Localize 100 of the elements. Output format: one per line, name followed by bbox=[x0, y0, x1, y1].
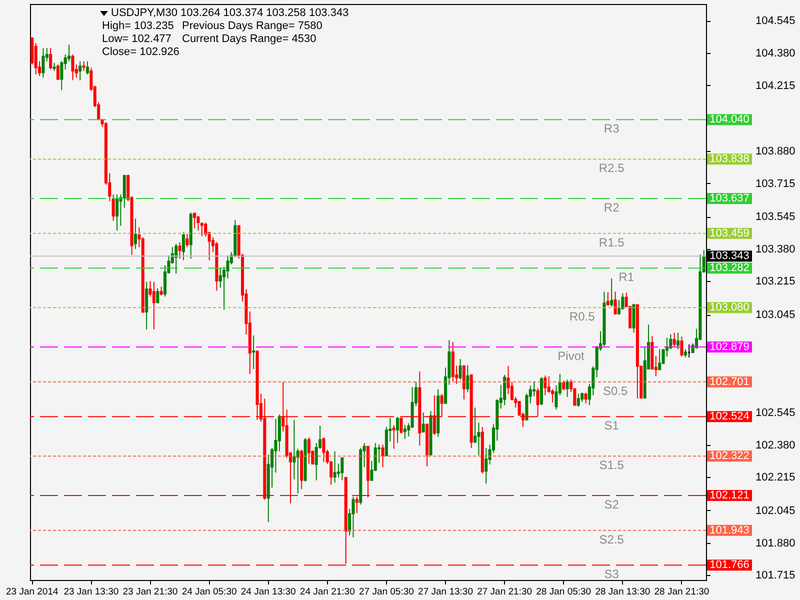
y-tick-label: 102.380 bbox=[756, 439, 796, 452]
y-tick-label: 103.045 bbox=[756, 309, 796, 322]
annotation: S3 bbox=[604, 567, 620, 582]
ref-line-label: 102.524 bbox=[710, 410, 750, 423]
y-tick-label: 102.045 bbox=[756, 504, 796, 517]
ref-line-label: 103.343 bbox=[710, 250, 750, 262]
y-tick-label: 101.880 bbox=[756, 537, 796, 550]
annotation: R1.5 bbox=[598, 235, 625, 250]
x-tick-label: 24 Jan 21:30 bbox=[300, 586, 355, 598]
y-tick-label: 104.380 bbox=[756, 47, 796, 60]
candlestick bbox=[422, 412, 425, 433]
ref-line-label: 102.322 bbox=[710, 450, 750, 462]
candlestick bbox=[296, 448, 300, 494]
x-tick-label: 28 Jan 13:30 bbox=[595, 586, 650, 598]
x-tick-label: 24 Jan 05:30 bbox=[182, 586, 237, 598]
annotation: Previous Days Range= 7580 bbox=[182, 20, 322, 32]
ref-line-label: 103.282 bbox=[710, 262, 750, 274]
x-tick-label: 27 Jan 21:30 bbox=[477, 586, 532, 598]
candlestick bbox=[566, 379, 569, 398]
x-tick-label: 23 Jan 2014 bbox=[6, 586, 58, 598]
annotation: High= 103.235 bbox=[102, 20, 174, 32]
annotation: S0.5 bbox=[602, 384, 628, 398]
candlestick bbox=[658, 348, 662, 370]
candlestick bbox=[174, 243, 178, 274]
ref-line-label: 103.459 bbox=[710, 227, 750, 240]
candlestick bbox=[307, 436, 310, 464]
candlestick bbox=[82, 60, 86, 72]
candlestick bbox=[193, 212, 196, 229]
ref-line-label: 101.766 bbox=[710, 559, 750, 572]
annotation: S1.5 bbox=[599, 458, 624, 472]
y-tick-label: 103.715 bbox=[756, 178, 796, 190]
annotation: Current Days Range= 4530 bbox=[182, 33, 316, 45]
annotation: S2 bbox=[604, 498, 620, 512]
candlestick bbox=[381, 444, 384, 468]
candlestick bbox=[152, 281, 156, 330]
annotation: R2 bbox=[604, 200, 620, 215]
ref-line-label: 103.838 bbox=[710, 153, 750, 166]
candlestick bbox=[396, 416, 400, 444]
candlestick bbox=[278, 414, 281, 452]
candlestick bbox=[71, 54, 74, 81]
candlestick bbox=[680, 336, 684, 357]
y-tick-label: 101.715 bbox=[756, 570, 796, 582]
candlestick bbox=[462, 364, 466, 400]
candlestick bbox=[503, 374, 506, 406]
y-tick-label: 104.215 bbox=[756, 80, 796, 92]
candlestick bbox=[403, 424, 406, 440]
candlestick bbox=[178, 242, 182, 260]
annotation: Close= 102.926 bbox=[102, 46, 180, 58]
x-tick-label: 23 Jan 13:30 bbox=[64, 586, 119, 598]
annotation: S2.5 bbox=[599, 532, 624, 546]
y-tick-label: 103.215 bbox=[756, 276, 796, 288]
candlestick bbox=[672, 332, 676, 348]
ref-line-label: 102.121 bbox=[710, 490, 750, 502]
candlestick bbox=[200, 222, 204, 237]
annotation: R0.5 bbox=[569, 310, 596, 324]
x-tick-label: 23 Jan 21:30 bbox=[122, 586, 178, 598]
candlestick bbox=[532, 381, 536, 397]
candlestick bbox=[458, 358, 462, 380]
y-tick-label: 103.880 bbox=[756, 145, 796, 158]
x-tick-label: 28 Jan 05:30 bbox=[536, 586, 592, 598]
candlestick bbox=[116, 194, 119, 232]
candlestick bbox=[610, 278, 614, 307]
chart-title: USDJPY,M30 103.264 103.374 103.258 103.343 bbox=[111, 7, 349, 19]
candlestick bbox=[186, 234, 189, 248]
ref-line-label: 101.943 bbox=[710, 524, 750, 536]
candlestick bbox=[322, 436, 326, 462]
candlestick bbox=[614, 291, 617, 316]
candlestick bbox=[466, 364, 470, 393]
candlestick bbox=[78, 60, 82, 81]
ref-line-label: 102.879 bbox=[710, 341, 750, 354]
candlestick bbox=[196, 215, 200, 232]
candlestick bbox=[60, 60, 64, 91]
candlestick bbox=[156, 288, 160, 304]
candlestick bbox=[676, 332, 680, 350]
y-tick-label: 103.380 bbox=[756, 243, 796, 256]
candlestick bbox=[292, 419, 296, 480]
x-tick-label: 24 Jan 13:30 bbox=[240, 586, 296, 598]
candlestick bbox=[544, 375, 547, 396]
candlestick bbox=[352, 496, 355, 538]
candlestick bbox=[122, 174, 126, 208]
candlestick bbox=[112, 194, 115, 222]
candlestick bbox=[86, 60, 89, 75]
ref-line-label: 102.701 bbox=[710, 376, 750, 388]
ref-line-label: 103.080 bbox=[710, 302, 750, 314]
candlestick bbox=[145, 281, 148, 330]
annotation: R3 bbox=[604, 122, 620, 136]
candlestick bbox=[56, 64, 60, 81]
candlestick bbox=[49, 48, 52, 70]
y-tick-label: 104.545 bbox=[756, 15, 796, 28]
candlestick bbox=[484, 447, 488, 484]
annotation: R2.5 bbox=[598, 161, 625, 176]
candlestick bbox=[606, 292, 610, 306]
candlestick bbox=[562, 380, 566, 391]
annotation: R1 bbox=[618, 270, 634, 284]
candlestick bbox=[182, 232, 185, 261]
candlestick bbox=[340, 456, 344, 481]
candlestick bbox=[584, 392, 588, 404]
ref-line-label: 103.637 bbox=[710, 192, 750, 205]
candlestick bbox=[333, 450, 336, 484]
candlestick bbox=[576, 393, 580, 408]
